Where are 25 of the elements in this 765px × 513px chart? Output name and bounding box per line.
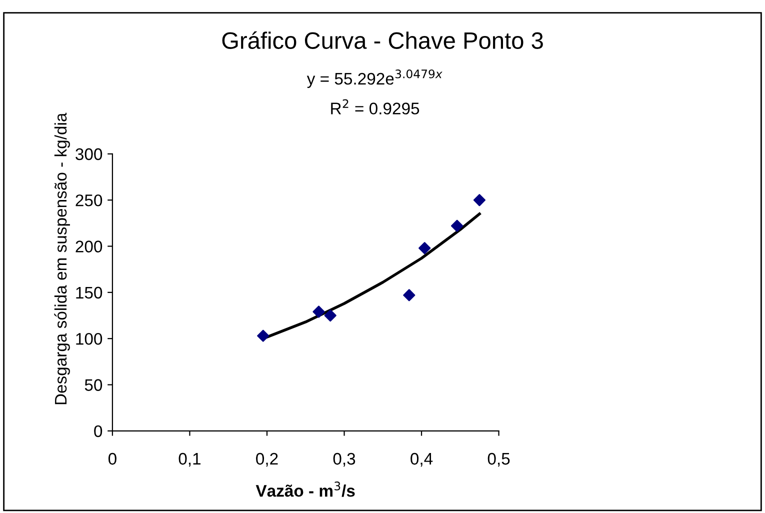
y-tick-label: 250	[76, 194, 102, 206]
y-tick-label: 0	[94, 425, 102, 438]
y-tick-label: 50	[84, 379, 102, 391]
point	[312, 306, 325, 318]
y-tick-label: 200	[76, 240, 102, 252]
point	[257, 330, 270, 342]
x-axis-title: Vazão - m$^{3}$/s	[256, 482, 355, 497]
chart-title: Gráfico Curva - Chave Ponto 3	[222, 31, 543, 49]
x-tick-label: 0	[108, 452, 116, 465]
point	[403, 289, 416, 302]
text: y = 55.292e$^{3.0479x}$	[306, 69, 442, 88]
point	[324, 309, 336, 322]
text: R$^{2}$ = 0.9295	[331, 99, 420, 114]
x-tick-label: 0,5	[488, 452, 510, 467]
point	[473, 194, 486, 206]
y-tick-label: 100	[76, 332, 102, 345]
y-tick-label: 150	[76, 286, 102, 299]
point	[418, 242, 431, 254]
x-tick-label: 0,2	[256, 452, 278, 467]
point	[450, 220, 464, 232]
x-tick-label: 0,4	[410, 452, 433, 467]
x-tick-label: 0,1	[178, 452, 200, 467]
x-tick-label: 0,3	[333, 452, 356, 467]
y-tick-label: 300	[76, 148, 102, 160]
y-axis-title: Desgarga sólida em suspensão - kg/dia	[54, 112, 70, 404]
